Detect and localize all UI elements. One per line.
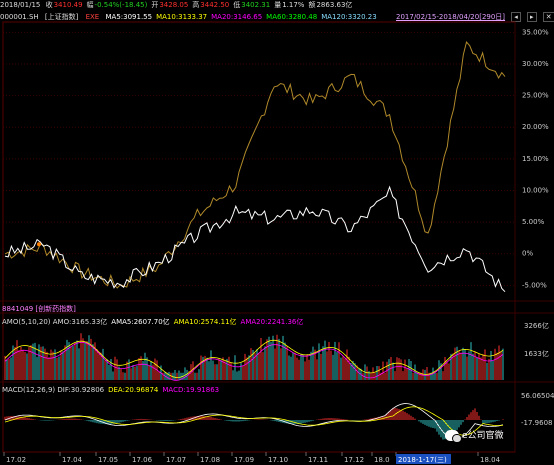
macd-header: MACD(12,26,9) DIF:30.92806 DEA:20.96874 MA…	[2, 386, 223, 394]
macd-axis-label: 56.06504	[521, 392, 554, 400]
time-axis-label: 18.0	[374, 456, 390, 464]
prev-arrow-icon[interactable]: ◂	[511, 12, 521, 22]
quote-field-label: 量	[274, 1, 282, 9]
time-axis-label: 17.11	[308, 456, 328, 464]
amo-value: AMA5:2607.70亿	[111, 318, 170, 326]
time-axis-label: 17.10	[268, 456, 288, 464]
quote-field-label: 额	[308, 1, 316, 9]
quote-summary-bar: 2018/01/15 收3410.49 幅-0.54%(-18.45) 开3428.…	[0, 0, 554, 11]
wechat-icon	[445, 430, 462, 443]
y-axis-tick-label: 20.00%	[522, 123, 549, 131]
series-line-index	[4, 185, 506, 293]
volume-pane: 3266亿 1633亿	[4, 321, 549, 381]
ma-value: MA5:3091.55	[105, 13, 153, 21]
macd-value: DEA:20.96874	[108, 386, 159, 394]
time-axis-label: 17.06	[132, 456, 153, 464]
time-axis-label: 17.05	[98, 456, 118, 464]
quote-field-label: 低	[233, 1, 241, 9]
quote-field-value: 3410.49	[53, 1, 83, 9]
amo-value: AMA20:2241.36亿	[240, 318, 304, 326]
price-pane: 35.00% 30.00% 25.00% 20.00% 15.00% 10.00% 5.00…	[3, 28, 549, 293]
time-axis-label: 17.12	[344, 456, 364, 464]
macd-params[interactable]: MACD(12,26,9)	[2, 386, 56, 394]
quote-field-label: 幅	[86, 1, 94, 9]
time-axis-highlight	[396, 454, 451, 464]
ma-value: MA20:3146.65	[211, 13, 263, 21]
stock-code: 000001.SH	[0, 13, 39, 21]
amo-value: AMA10:2574.11亿	[173, 318, 237, 326]
time-axis: 17.02 17.04 17.05 17.06 17.07 17.08 17.09 17.10…	[3, 452, 501, 464]
series-line-compare	[4, 40, 506, 289]
y-axis-tick-label: 30.00%	[522, 60, 549, 68]
amo-axis-label: 1633亿	[524, 349, 549, 358]
quote-field-value: 3402.31	[241, 1, 271, 9]
quote-field-value: 1.17%	[282, 1, 305, 9]
quote-field-value: 3428.05	[159, 1, 189, 9]
amo-params[interactable]: AMO(5,10,20)	[2, 318, 51, 326]
macd-axis-label: -17.9608	[521, 419, 552, 427]
quote-date: 2018/01/15	[0, 1, 41, 9]
dea-line	[4, 406, 504, 436]
amo-header: AMO(5,10,20) AMO:3165.33亿 AMA5:2607.70亿 AM…	[2, 317, 307, 327]
time-axis-label: 17.08	[200, 456, 220, 464]
crosshair-marker	[37, 242, 41, 247]
date-range-selector[interactable]: 2017/02/15-2018/04/20[290日]	[396, 13, 506, 21]
indicator-info-bar: 000001.SH [上证指数] EXE MA5:3091.55 MA10:313…	[0, 12, 554, 22]
amo-ma-line	[4, 341, 504, 381]
time-axis-label: 18.04	[480, 456, 501, 464]
time-axis-label: 17.02	[6, 456, 26, 464]
amo-value: AMO:3165.33亿	[52, 318, 108, 326]
stock-name: [上证指数]	[44, 13, 79, 21]
quote-field-value: 3442.50	[200, 1, 230, 9]
quote-field-value: 2863.63亿	[316, 1, 353, 9]
time-axis-label: 17.07	[166, 456, 186, 464]
ma-toggle-button[interactable]: EXE	[85, 13, 100, 21]
y-axis-tick-label: 0%	[522, 250, 533, 258]
dif-line	[4, 403, 504, 440]
y-axis-tick-label: 5.00%	[522, 218, 545, 226]
ma-value: MA10:3133.37	[156, 13, 208, 21]
y-axis-tick-label: 15.00%	[522, 155, 549, 163]
watermark-text: e公司官微	[462, 431, 504, 441]
ma-value: MA60:3280.48	[266, 13, 318, 21]
time-axis-label: 17.04	[62, 456, 83, 464]
watermark: e公司官微	[445, 428, 504, 443]
macd-value: DIF:30.92806	[57, 386, 105, 394]
quote-field-label: 开	[151, 1, 159, 9]
next-arrow-icon[interactable]: ▸	[527, 12, 537, 22]
y-axis-tick-label: 10.00%	[522, 186, 549, 194]
amo-ma-line	[4, 339, 504, 379]
compare-index-label[interactable]: 8841049 [创新药指数]	[2, 305, 76, 313]
time-axis-highlight-label: 2018-1-17(三)	[398, 456, 447, 464]
time-axis-label: 17.09	[234, 456, 254, 464]
ma-value: MA120:3320.23	[321, 13, 377, 21]
y-axis-tick-label: 25.00%	[522, 92, 549, 100]
quote-field-label: 收	[45, 1, 53, 9]
quote-field-label: 高	[192, 1, 200, 9]
amo-axis-label: 3266亿	[524, 321, 549, 330]
y-axis-tick-label: -5.00%	[522, 281, 547, 289]
macd-value: MACD:19.91863	[162, 386, 220, 394]
quote-field-value: -0.54%(-18.45)	[94, 1, 148, 9]
y-axis-tick-label: 35.00%	[522, 28, 549, 36]
